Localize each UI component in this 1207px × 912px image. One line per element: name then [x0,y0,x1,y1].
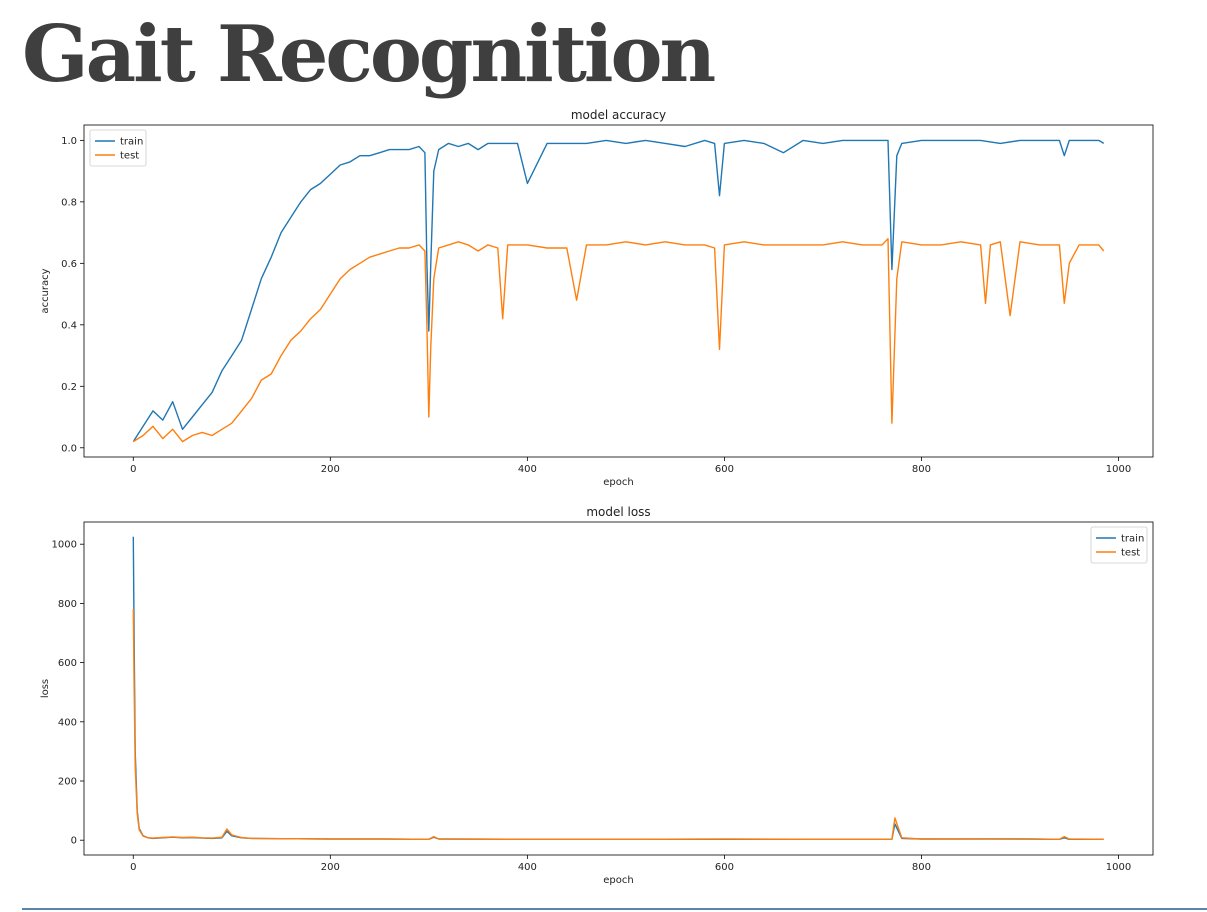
chart-title: model loss [586,505,650,519]
y-tick-label: 800 [58,599,77,610]
x-tick-label: 200 [321,464,340,475]
x-tick-label: 800 [912,464,931,475]
chart-1: model accuracy 0 200 400 600 800 1000 0.0 0.2 0.4… [40,108,1154,488]
x-tick-label: 600 [715,464,734,475]
legend: train test [1090,526,1148,564]
plot-frame [83,124,1154,458]
y-tick-label: 0.6 [61,259,77,270]
legend-label-train: train [1121,534,1144,545]
x-tick-label: 400 [518,464,537,475]
x-tick-label: 600 [715,862,734,873]
legend-box [1090,526,1148,564]
legend-label-test: test [1121,548,1140,559]
legend-box [89,129,147,167]
x-tick-label: 1000 [1106,862,1131,873]
x-tick-label: 0 [130,464,136,475]
y-axis-label: loss [40,679,51,698]
y-tick-label: 0.8 [61,197,77,208]
x-tick-label: 200 [321,862,340,873]
chart-2: model loss 0 200 400 600 800 1000 0 200 400 600 800… [40,505,1154,886]
y-tick-label: 1000 [52,540,77,551]
x-tick-label: 800 [912,862,931,873]
chart-title: model accuracy [571,108,666,122]
bottom-rule [22,908,1207,910]
x-axis-label: epoch [603,875,633,886]
x-tick-label: 0 [130,862,136,873]
y-tick-label: 600 [58,658,77,669]
legend: train test [89,129,147,167]
y-tick-label: 0.0 [61,443,77,454]
series-line-test [132,609,1104,840]
x-tick-label: 400 [518,862,537,873]
plot-frame [83,521,1154,856]
y-tick-label: 400 [58,717,77,728]
x-tick-label: 1000 [1106,464,1131,475]
y-tick-label: 200 [58,777,77,788]
legend-label-train: train [120,137,143,148]
slide-title: Gait Recognition [22,9,716,100]
y-axis-label: accuracy [40,268,51,313]
y-tick-label: 0 [71,836,77,847]
y-tick-label: 0.4 [61,320,77,331]
legend-label-test: test [120,151,139,162]
y-tick-label: 1.0 [61,136,77,147]
y-tick-label: 0.2 [61,382,77,393]
x-axis-label: epoch [603,477,633,488]
series-line-train [132,139,1105,442]
series-line-test [132,237,1105,443]
series-line-train [132,536,1104,840]
